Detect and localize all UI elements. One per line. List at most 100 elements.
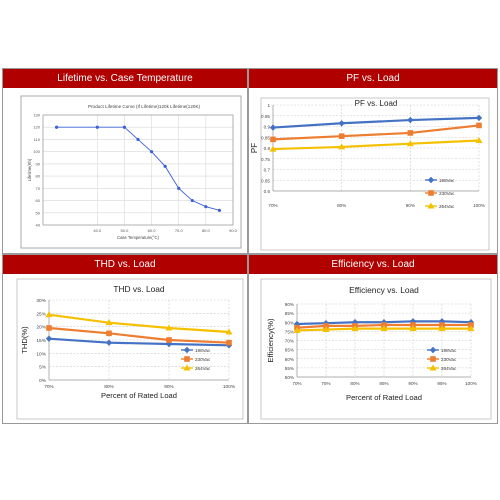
y-tick-label: 0.85 [261,135,270,140]
data-point [439,322,445,328]
x-tick-label: 70.0 [175,228,184,233]
y-tick-label: 70 [36,186,41,191]
legend-label: 198Vac [195,348,211,353]
data-point [270,136,276,143]
x-tick-label: 85% [379,381,388,386]
y-tick-label: 0.7 [264,168,271,173]
data-point [177,186,181,190]
y-tick-label: 30% [36,298,46,304]
data-point [269,124,277,131]
x-tick-label: 70% [44,384,54,390]
x-tick-label: 100% [473,203,485,208]
y-tick-label: 110 [34,137,41,142]
panel-header-thd: THD vs. Load [3,255,247,274]
panel-header-lifetime: Lifetime vs. Case Temperature [3,69,247,88]
chart-title: PF vs. Load [355,99,398,108]
y-axis-label: PF [250,143,259,153]
chart-frame [260,97,490,251]
data-point [163,164,167,168]
panel-pf: PF vs. Load PF vs. Load 0.6 0.65 0.7 0.75 0.8… [248,68,498,254]
y-tick-label: 70% [285,339,294,344]
legend-label: 230Vac [195,357,211,362]
data-point [406,140,414,147]
series-line [48,326,230,344]
data-point [225,328,233,335]
y-tick-label: 90 [36,161,41,166]
series-line [48,337,230,347]
y-tick-label: 80% [285,320,294,325]
data-point [226,339,232,346]
y-tick-label: 15% [36,338,46,344]
y-tick-label: 5% [39,365,47,371]
y-tick-label: 40 [36,223,41,228]
series-line [56,126,220,211]
data-point [136,137,140,142]
data-point [293,326,301,333]
chart-title: THD vs. Load [113,284,165,294]
y-tick-label: 20% [36,325,46,331]
panel-thd: THD vs. Load THD vs. Load 0% 5% 10% 15% 20% 25… [2,254,248,424]
legend-label: 264Vac [441,366,457,371]
data-point [106,330,112,337]
data-point [166,337,172,343]
legend-marker [428,190,434,196]
x-tick-label: 80% [337,203,346,208]
x-tick-label: 60.0 [148,228,157,233]
y-tick-label: 120 [33,125,40,130]
chart-frame [260,278,492,420]
pf-chart: PF vs. Load 0.6 0.65 0.7 0.75 0.8 0.85 0.9 0.95 1… [250,97,490,251]
x-tick-label: 50.0 [121,228,130,233]
x-axis-label: Case Temperature(°C) [117,235,159,240]
legend-label: 264Vac [195,366,211,371]
legend-marker [427,202,435,209]
y-tick-label: 0.65 [261,178,270,183]
legend-marker [430,356,436,362]
legend-marker [183,346,191,354]
legend-marker [429,364,437,371]
thd-chart: THD vs. Load 0% 5% 10% 15% 20% 25% 30% 70% 80% 90%… [16,278,244,420]
data-point [338,133,345,139]
data-point [438,318,446,325]
data-point [409,325,417,332]
x-axis-label: Percent of Rated Load [346,393,422,402]
x-tick-label: 100% [465,381,477,386]
x-tick-label: 80.0 [202,228,211,233]
data-point [322,326,330,333]
y-tick-label: 60% [285,357,294,362]
chart-frame [20,95,242,249]
data-point [46,325,52,331]
y-tick-label: 0.8 [264,146,271,151]
legend-marker [427,176,435,184]
x-tick-label: 70% [268,203,277,208]
y-tick-label: 85% [285,311,294,316]
legend-label: 198Vac [439,178,455,183]
data-point [165,324,173,331]
data-point [105,319,113,326]
x-tick-label: 95% [437,381,446,386]
y-tick-label: 65% [285,348,294,353]
data-point [475,114,483,122]
x-tick-label: 80% [104,384,114,390]
data-point [190,198,194,203]
y-tick-label: 60 [36,198,41,203]
chart-title: Product Lifetime Curve (If Lifetime)120k… [88,104,201,109]
y-tick-label: 0.75 [261,157,270,162]
data-point [467,325,475,332]
chart-frame [16,278,244,420]
legend-marker [184,356,190,362]
x-tick-label: 75% [321,381,330,386]
x-tick-label: 80% [350,381,359,386]
y-tick-label: 100 [33,149,40,154]
data-point [351,325,359,332]
legend-label: 264Vac [439,204,455,209]
data-point [476,122,482,129]
data-point [165,340,173,348]
efficiency-chart: Efficiency vs. Load 50% 55% 60% 65% 70% 75% 80%… [260,278,492,420]
series-line [272,139,480,151]
data-point [204,205,208,209]
y-tick-label: 0% [39,378,47,384]
x-tick-label: 70% [292,381,301,386]
x-tick-label: 90% [406,203,415,208]
y-tick-label: 1 [267,103,270,108]
data-point [438,325,446,332]
